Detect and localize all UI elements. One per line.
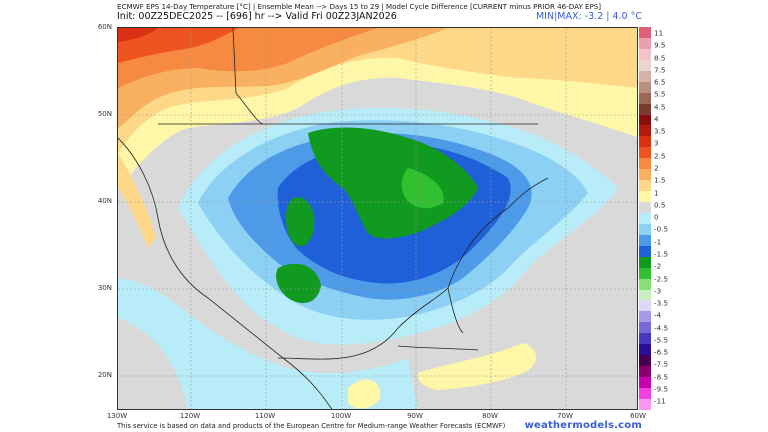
- colorbar-segment: [639, 355, 651, 367]
- lon-label-110w: 110W: [254, 412, 276, 420]
- colorbar-segment: [639, 70, 651, 82]
- lat-label-50n: 50N: [97, 110, 112, 118]
- colorbar-segment: [639, 311, 651, 323]
- colorbar-segment: [639, 158, 651, 170]
- init-valid-subtitle: Init: 00Z25DEC2025 -- [696] hr --> Valid…: [117, 11, 397, 22]
- lon-label-100w: 100W: [330, 412, 352, 420]
- colorbar-segment: [639, 256, 651, 268]
- lat-label-40n: 40N: [97, 197, 112, 205]
- colorbar-segment: [639, 245, 651, 257]
- brand-link[interactable]: weathermodels.com: [524, 420, 642, 431]
- colorbar-segment: [639, 322, 651, 334]
- colorbar-segment: [639, 267, 651, 279]
- colorbar-label: -2.5: [654, 274, 669, 283]
- colorbar-segment: [639, 114, 651, 126]
- colorbar-label: 6.5: [654, 77, 666, 87]
- colorbar-label: -11: [654, 396, 666, 406]
- colorbar-label: -3.5: [654, 298, 669, 308]
- colorbar-segment: [639, 147, 651, 159]
- colorbar-segment: [639, 223, 651, 235]
- colorbar-label: -1: [654, 237, 662, 247]
- colorbar-label: 4: [654, 114, 659, 124]
- colorbar-label: -6.5: [654, 347, 669, 357]
- colorbar-label: -5.5: [654, 335, 669, 345]
- colorbar-segment: [639, 92, 651, 104]
- colorbar-segment: [639, 366, 651, 377]
- colorbar-segment: [639, 48, 651, 60]
- colorbar-label: 5.5: [654, 89, 666, 99]
- temperature-anomaly-map: [117, 27, 638, 410]
- colorbar-segment: [639, 300, 651, 312]
- colorbar-label: 4.5: [654, 102, 666, 112]
- colorbar-segment: [639, 333, 651, 345]
- colorbar: [639, 27, 651, 410]
- colorbar-label: -3: [654, 286, 662, 296]
- colorbar-label: -0.5: [654, 224, 669, 234]
- colorbar-label: -2: [654, 261, 662, 271]
- colorbar-segment: [639, 180, 651, 192]
- colorbar-label: -4.5: [654, 323, 669, 333]
- colorbar-label: 7.5: [654, 65, 666, 75]
- lon-label-60w: 60W: [630, 412, 646, 420]
- colorbar-segment: [639, 103, 651, 115]
- colorbar-label: -7.5: [654, 359, 669, 369]
- colorbar-label: 1.5: [654, 175, 666, 185]
- lon-label-70w: 70W: [557, 412, 573, 420]
- colorbar-segment: [639, 59, 651, 71]
- colorbar-label: -9.5: [654, 384, 669, 394]
- colorbar-segment: [639, 377, 651, 388]
- map-fill: [118, 28, 637, 409]
- lat-label-60n: 60N: [97, 23, 112, 31]
- ecmwf-credit: This service is based on data and produc…: [117, 422, 506, 430]
- colorbar-segment: [639, 289, 651, 301]
- lat-label-30n: 30N: [97, 284, 112, 292]
- colorbar-segment: [639, 398, 651, 410]
- colorbar-segment: [639, 234, 651, 246]
- colorbar-segment: [639, 125, 651, 137]
- colorbar-label: -1.5: [654, 249, 669, 259]
- colorbar-label: 9.5: [654, 40, 666, 50]
- colorbar-segment: [639, 202, 651, 213]
- colorbar-segment: [639, 37, 651, 49]
- colorbar-segment: [639, 344, 651, 356]
- colorbar-segment: [639, 81, 651, 93]
- colorbar-segment: [639, 212, 651, 224]
- lon-label-80w: 80W: [482, 412, 498, 420]
- colorbar-label: 3: [654, 138, 659, 148]
- lon-label-130w: 130W: [106, 412, 128, 420]
- colorbar-label: 2.5: [654, 151, 666, 161]
- colorbar-segment: [639, 136, 651, 148]
- colorbar-label: 1: [654, 188, 659, 198]
- colorbar-label: 11: [654, 28, 664, 38]
- colorbar-label: -8.5: [654, 372, 669, 382]
- colorbar-segment: [639, 27, 651, 38]
- colorbar-label: 0.5: [654, 200, 666, 210]
- colorbar-segment: [639, 169, 651, 181]
- colorbar-label: 3.5: [654, 126, 666, 136]
- lon-label-120w: 120W: [179, 412, 201, 420]
- colorbar-label: -4: [654, 310, 662, 320]
- colorbar-label: 8.5: [654, 53, 666, 63]
- colorbar-label: 0: [654, 212, 659, 222]
- lat-label-20n: 20N: [97, 371, 112, 379]
- chart-title: ECMWF EPS 14-Day Temperature [°C] | Ense…: [117, 2, 602, 11]
- colorbar-segment: [639, 278, 651, 290]
- colorbar-segment: [639, 387, 651, 399]
- colorbar-segment: [639, 191, 651, 202]
- colorbar-label: 2: [654, 163, 659, 173]
- min-max-label: MIN|MAX: -3.2 | 4.0 °C: [535, 11, 642, 22]
- lon-label-90w: 90W: [407, 412, 423, 420]
